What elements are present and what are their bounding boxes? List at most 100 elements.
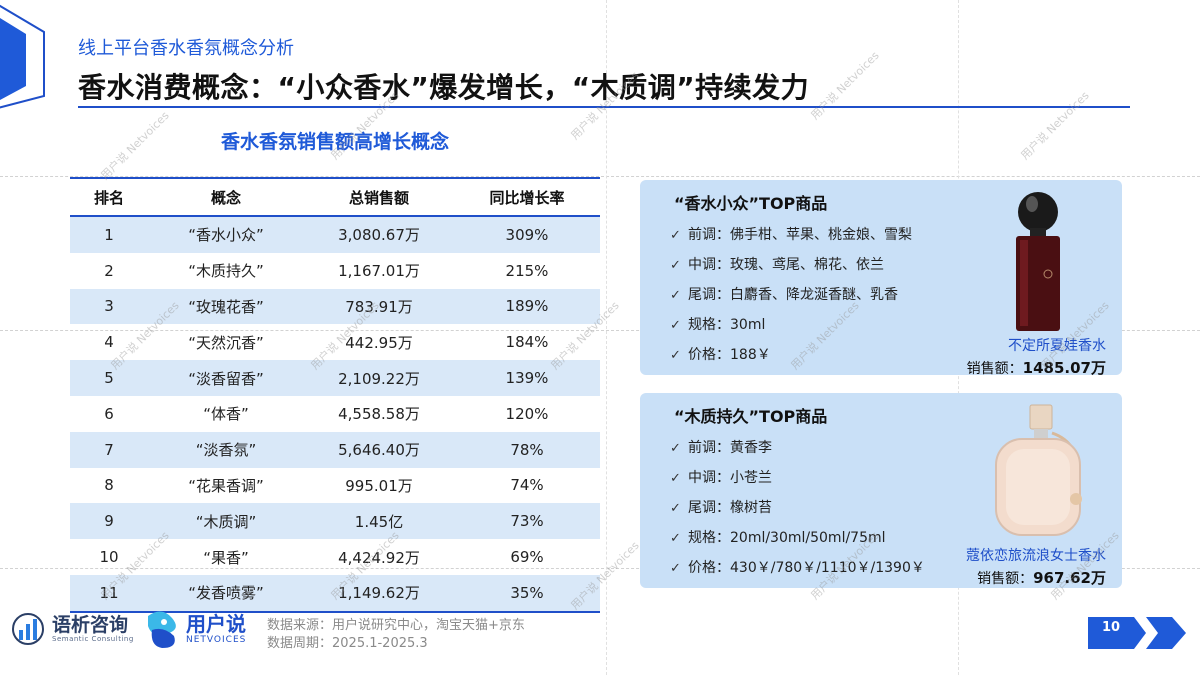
logo1-subtitle: Semantic Consulting: [52, 635, 134, 643]
page-number: 10: [1101, 620, 1121, 635]
attribute-text: 规格：20ml/30ml/50ml/75ml: [688, 530, 886, 546]
growth-cell: 120%: [505, 404, 549, 423]
card-title: “香水小众”TOP商品: [674, 194, 828, 213]
sales-cell: 3,080.67万: [304, 216, 454, 253]
table-row: 1 “香水小众” 3,080.67万 309%: [70, 216, 600, 253]
table-row: 4 “天然沉香” 442.95万 184%: [70, 324, 600, 360]
product-sales: 销售额：1485.07万: [967, 357, 1106, 378]
concept-cell: “淡香氛”: [148, 431, 304, 468]
list-item: ✓ 中调：玫瑰、鸢尾、棉花、依兰: [670, 250, 912, 280]
growth-cell: 74%: [510, 476, 544, 495]
netvoices-logo-icon: [148, 611, 176, 648]
list-item: ✓ 前调：佛手柑、苹果、桃金娘、雪梨: [670, 220, 912, 250]
rank-cell: 7: [70, 431, 148, 468]
table-row: 10 “果香” 4,424.92万 69%: [70, 539, 600, 575]
attribute-text: 中调：小苍兰: [688, 470, 772, 486]
table-row: 9 “木质调” 1.45亿 73%: [70, 503, 600, 540]
table-row: 3 “玫瑰花香” 783.91万 189%: [70, 288, 600, 325]
logo1-name: 语析咨询: [52, 614, 129, 636]
logo-netvoices: 用户说 NETVOICES: [142, 608, 246, 650]
data-period: 数据周期：2025.1-2025.3: [267, 636, 428, 651]
check-icon: ✓: [670, 288, 681, 303]
product-name: 不定所夏娃香水: [1008, 338, 1106, 354]
growth-cell: 215%: [505, 261, 549, 280]
logo2-name: 用户说: [186, 612, 246, 636]
check-icon: ✓: [670, 228, 681, 243]
list-item: ✓ 中调：小苍兰: [670, 463, 925, 493]
check-icon: ✓: [670, 501, 681, 516]
section-subtitle: 线上平台香水香氛概念分析: [78, 38, 294, 59]
watermark-text: 用户说 Netvoices: [1018, 88, 1092, 163]
sales-label: 销售额：: [966, 361, 1023, 377]
list-item: ✓ 前调：黄香李: [670, 433, 925, 463]
check-icon: ✓: [670, 561, 681, 576]
rank-cell: 6: [104, 404, 114, 423]
sales-cell: 2,109.22万: [304, 360, 454, 396]
product-attribute-list: ✓ 前调：黄香李 ✓ 中调：小苍兰 ✓ 尾调：橡树苔 ✓ 规格：20ml/30ml/50…: [670, 433, 925, 583]
logo2-subtitle: NETVOICES: [186, 635, 247, 645]
rank-cell: 3: [70, 288, 148, 325]
bar-logo-icon: [12, 613, 44, 645]
corner-frame-icon: [0, 4, 45, 109]
check-icon: ✓: [670, 441, 681, 456]
guide-line: [0, 176, 1200, 177]
table-row: 8 “花果香调” 995.01万 74%: [70, 468, 600, 504]
rank-cell: 8: [104, 476, 114, 495]
concept-cell: “玫瑰花香”: [148, 288, 304, 325]
attribute-text: 尾调：橡树苔: [688, 500, 772, 516]
product-name: 蔻依恋旅流浪女士香水: [966, 548, 1106, 564]
product-sales: 销售额：967.62万: [977, 567, 1106, 588]
attribute-text: 价格：430￥/780￥/1110￥/1390￥: [688, 560, 925, 576]
next-page-arrow-icon[interactable]: [1086, 613, 1188, 653]
rank-cell: 1: [70, 216, 148, 253]
attribute-text: 中调：玫瑰、鸢尾、棉花、依兰: [688, 257, 884, 273]
attribute-text: 规格：30ml: [688, 317, 766, 333]
sales-value: 1485.07万: [1022, 359, 1106, 377]
top-product-card-niche: “香水小众”TOP商品 ✓ 前调：佛手柑、苹果、桃金娘、雪梨 ✓ 中调：玫瑰、鸢尾、…: [640, 180, 1122, 378]
guide-line: [0, 568, 1200, 569]
sales-cell: 1,167.01万: [338, 262, 420, 281]
watermark-text: 用户说 Netvoices: [808, 48, 882, 123]
rank-cell: 11: [70, 574, 148, 613]
table-row: 6 “体香” 4,558.58万 120%: [70, 396, 600, 432]
table-row: 7 “淡香氛” 5,646.40万 78%: [70, 431, 600, 468]
check-icon: ✓: [670, 318, 681, 333]
list-item: ✓ 规格：20ml/30ml/50ml/75ml: [670, 523, 925, 553]
column-header-growth: 同比增长率: [454, 177, 600, 217]
rank-cell: 10: [99, 548, 119, 567]
growth-cell: 73%: [454, 503, 600, 540]
check-icon: ✓: [670, 531, 681, 546]
rank-cell: 4: [104, 333, 114, 352]
check-icon: ✓: [670, 471, 681, 486]
attribute-text: 尾调：白麝香、降龙涎香醚、乳香: [688, 287, 898, 303]
table-row: 11 “发香喷雾” 1,149.62万 35%: [70, 574, 600, 613]
list-item: ✓ 价格：188￥: [670, 340, 912, 370]
sales-value: 967.62万: [1033, 569, 1106, 587]
growth-cell: 309%: [454, 216, 600, 253]
sales-cell: 995.01万: [345, 476, 413, 495]
concept-cell: “香水小众”: [148, 216, 304, 253]
sales-cell: 783.91万: [304, 288, 454, 325]
sales-label: 销售额：: [977, 571, 1034, 587]
check-icon: ✓: [670, 348, 681, 363]
guide-line: [0, 330, 1200, 331]
page-title: 香水消费概念：“小众香水”爆发增长，“木质调”持续发力: [78, 71, 810, 104]
growth-cell: 139%: [454, 360, 600, 396]
column-header-sales: 总销售额: [304, 177, 454, 217]
table-row: 2 “木质持久” 1,167.01万 215%: [70, 253, 600, 289]
rank-cell: 5: [70, 360, 148, 396]
data-source: 数据来源：用户说研究中心，淘宝天猫+京东: [267, 618, 525, 633]
growth-cell: 35%: [454, 574, 600, 613]
table-row: 5 “淡香留香” 2,109.22万 139%: [70, 360, 600, 396]
perfume-bottle-image: [995, 404, 1082, 536]
list-item: ✓ 价格：430￥/780￥/1110￥/1390￥: [670, 553, 925, 583]
concept-cell: “木质调”: [148, 503, 304, 540]
card-title: “木质持久”TOP商品: [674, 407, 828, 426]
growth-cell: 78%: [454, 431, 600, 468]
sales-cell: 5,646.40万: [304, 431, 454, 468]
growth-cell: 184%: [505, 333, 549, 352]
concept-cell: “体香”: [203, 405, 249, 424]
sales-cell: 1,149.62万: [304, 574, 454, 613]
sales-growth-table: 排名 概念 总销售额 同比增长率 1 “香水小众” 3,080.67万 309% 2 “木…: [70, 177, 600, 613]
list-item: ✓ 尾调：白麝香、降龙涎香醚、乳香: [670, 280, 912, 310]
